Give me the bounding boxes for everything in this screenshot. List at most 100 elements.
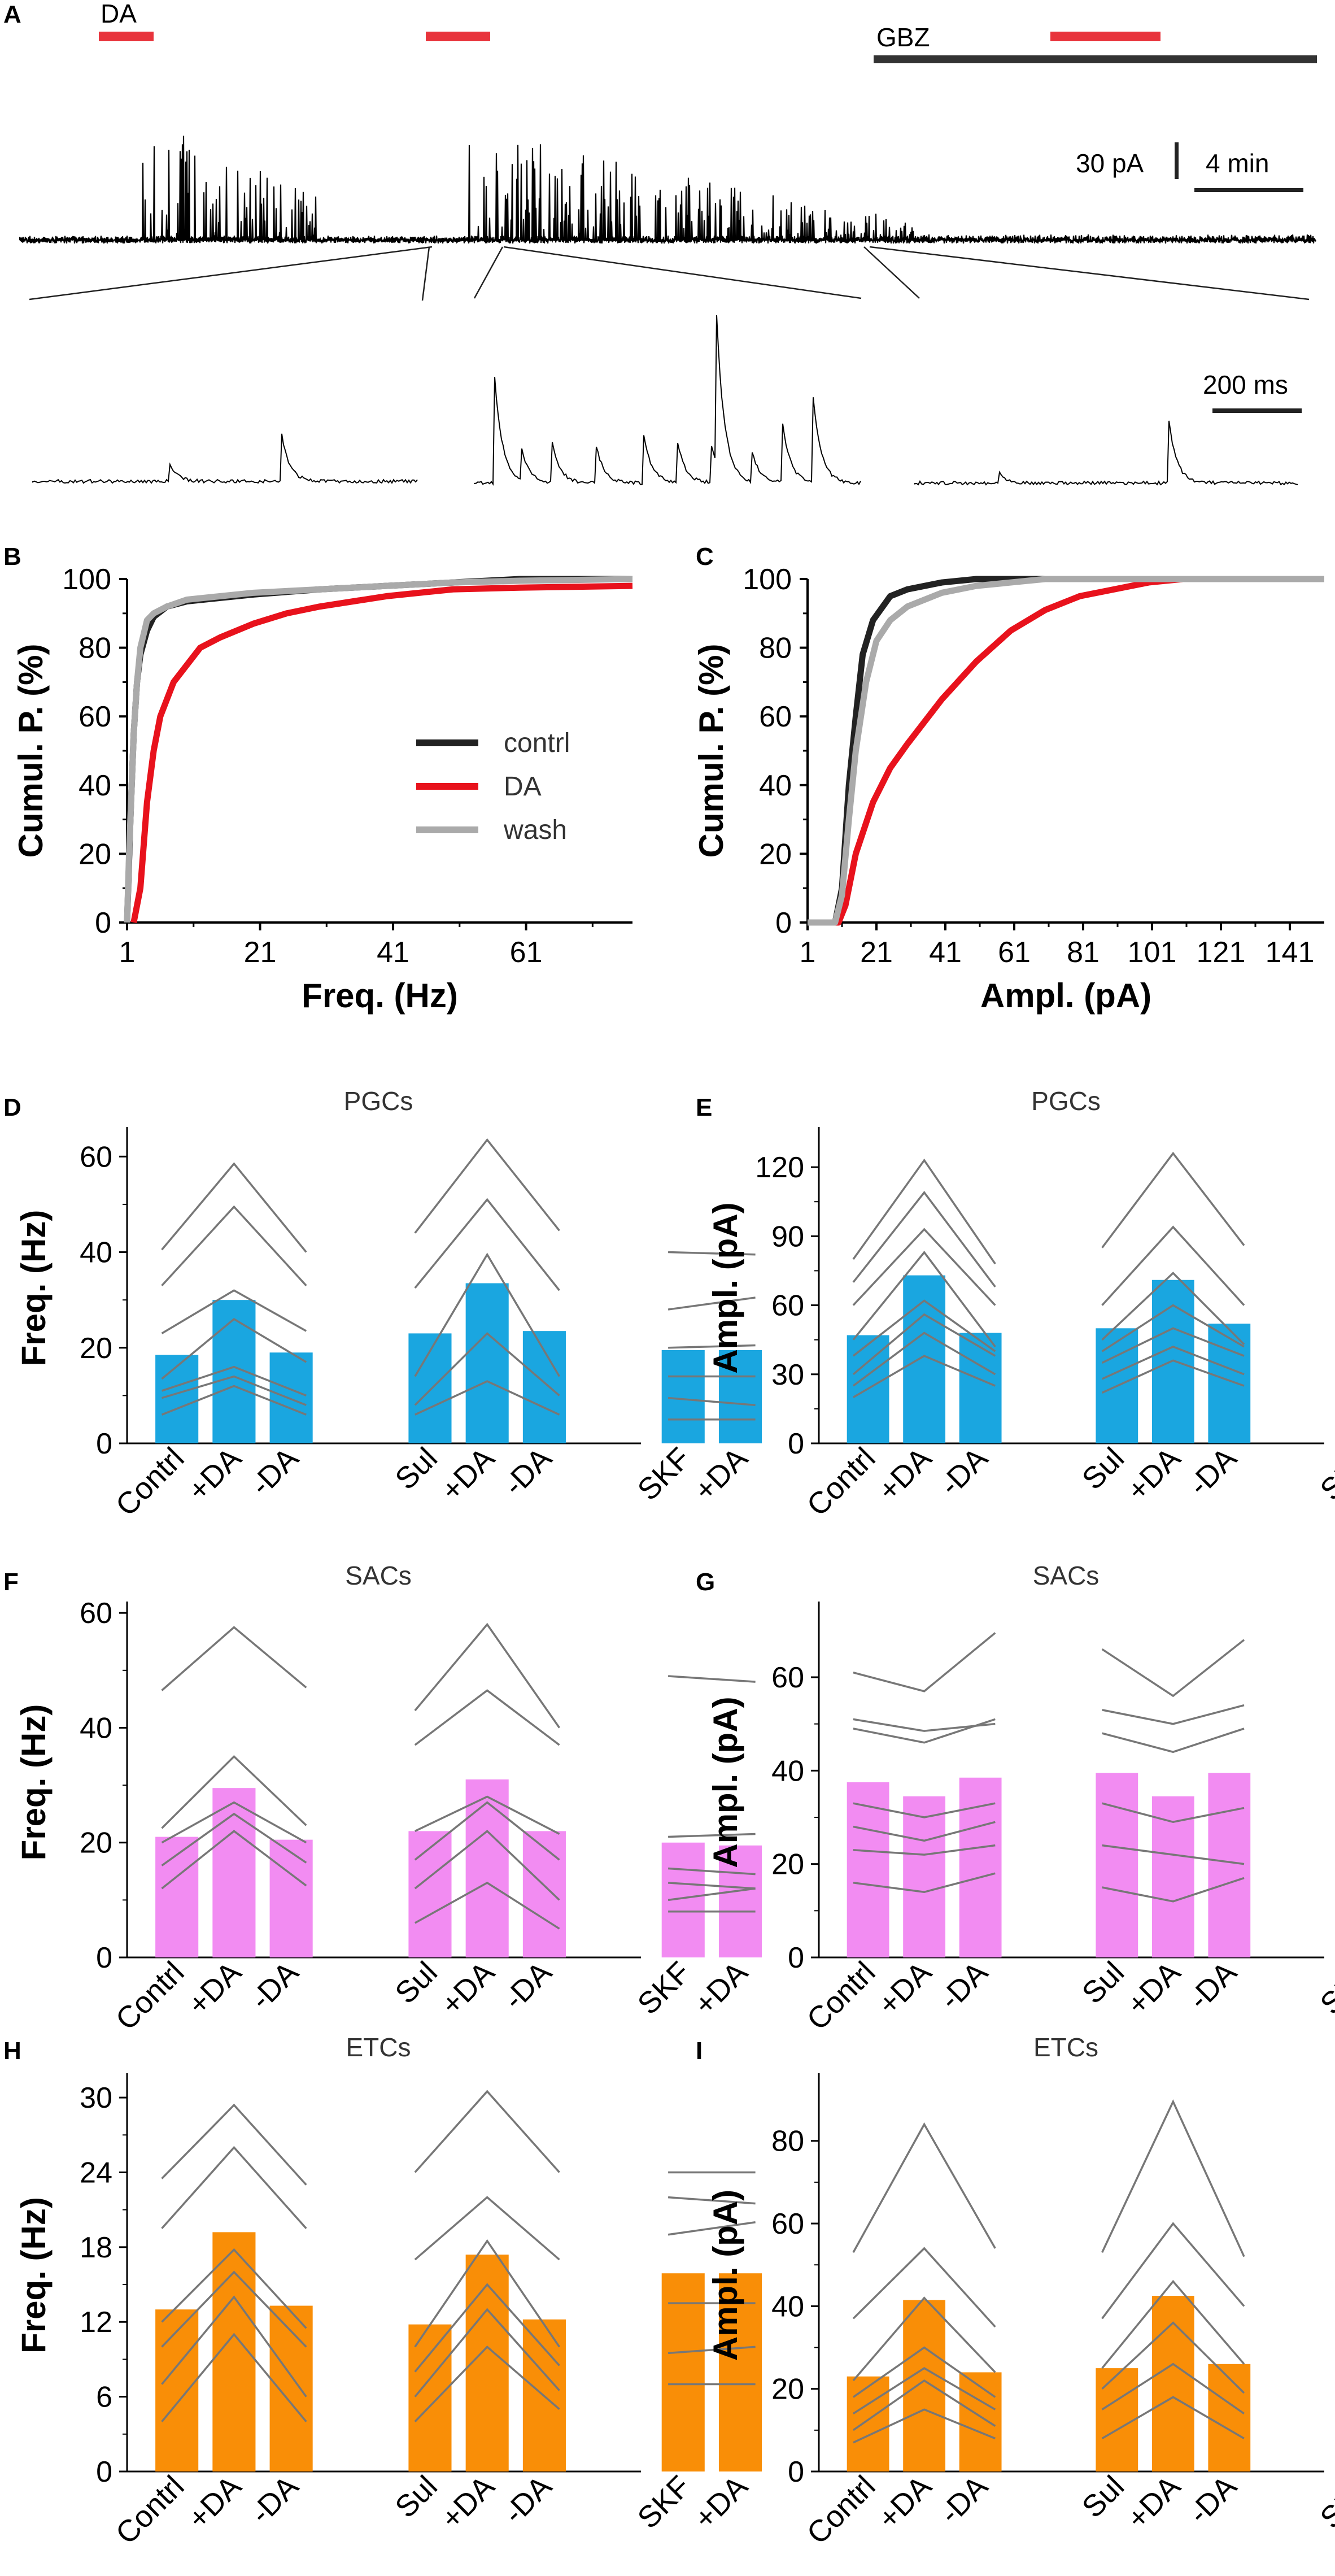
da-application-bar-2 <box>426 32 490 41</box>
panel-letter-g: G <box>696 1568 715 1596</box>
paired-cell-line <box>852 1251 996 1347</box>
scale-bar-vertical <box>1175 142 1179 179</box>
paired-cell-line <box>853 1718 996 1732</box>
category-label: -DA <box>933 1441 994 1502</box>
paired-cell-line <box>414 1830 560 1901</box>
y-tick-label: 120 <box>755 1151 804 1184</box>
zoom-lines <box>29 246 1310 301</box>
category-label: -DA <box>1182 2469 1243 2530</box>
x-tick-label: 101 <box>1128 936 1177 969</box>
category-label: Contrl <box>109 2469 190 2551</box>
category-label: +DA <box>1120 1441 1187 1508</box>
paired-cell-line <box>161 1162 307 1253</box>
x-tick-label: 41 <box>377 936 409 969</box>
paired-cell-line <box>852 1331 996 1387</box>
paired-cell-line <box>161 2146 307 2229</box>
bar-da-5 <box>522 1331 566 1443</box>
y-tick-label: 40 <box>771 2290 804 2323</box>
category-label: SKF <box>1314 1441 1335 1507</box>
category-label: +DA <box>688 2469 754 2536</box>
paired-cell-line <box>852 2296 996 2382</box>
x-tick-label: 61 <box>510 936 543 969</box>
paired-cell-line <box>1102 1704 1245 1725</box>
paired-cell-line <box>161 1365 307 1397</box>
scale-bar-horizontal <box>1194 188 1303 192</box>
expanded-trace-da <box>474 315 861 486</box>
category-label: +DA <box>871 2469 938 2536</box>
paired-cell-line <box>852 2367 996 2415</box>
category-label: Sul <box>389 1955 444 2011</box>
series-line-da <box>130 582 633 924</box>
paired-cell-line <box>414 1689 560 1746</box>
bar-contrl-0 <box>155 1355 199 1443</box>
paired-cell-line <box>852 1158 996 1265</box>
expanded-trace-gbz <box>914 420 1298 486</box>
paired-cell-line <box>414 2345 560 2422</box>
bar-contrl-0 <box>155 1837 199 1957</box>
paired-cell-line <box>1101 2362 1245 2415</box>
paired-cell-line <box>161 1830 307 1890</box>
y-tick-label: 20 <box>759 838 792 871</box>
y-tick-label: 60 <box>771 1661 804 1694</box>
bar-da-4 <box>1151 2296 1194 2471</box>
da-label: DA <box>101 0 137 28</box>
category-label: Contrl <box>109 1955 190 2037</box>
cell-type-title: SACs <box>1033 1561 1100 1590</box>
paired-cell-line <box>1101 1359 1245 1394</box>
y-tick-label: 40 <box>80 1712 112 1744</box>
paired-cell-line <box>1101 2099 1245 2257</box>
category-label: +DA <box>688 1955 754 2022</box>
paired-cell-line <box>415 1795 560 1835</box>
y-tick-label: 80 <box>78 632 111 665</box>
y-tick-label: 0 <box>788 1428 804 1460</box>
paired-cell-line <box>414 2283 560 2373</box>
category-label: SKF <box>631 1955 697 2021</box>
paired-cell-line <box>853 1821 996 1842</box>
paired-cell-line <box>1101 1151 1245 1248</box>
category-label: +DA <box>1120 2469 1187 2536</box>
paired-cell-line <box>161 2270 307 2348</box>
bar-contrl-0 <box>847 2376 889 2471</box>
bar-sul-3 <box>1096 2368 1138 2471</box>
x-tick-label: 41 <box>929 936 962 969</box>
bar-da-5 <box>522 1831 566 1957</box>
bar-da-1 <box>903 2300 946 2471</box>
paired-cell-line <box>668 1396 756 1407</box>
paired-cell-line <box>414 2196 560 2261</box>
y-tick-label: 0 <box>96 1428 112 1460</box>
category-label: SKF <box>631 1441 697 1507</box>
bar-skf-6 <box>661 1350 705 1443</box>
scale-expanded-label: 200 ms <box>1203 370 1288 399</box>
x-axis-title: Freq. (Hz) <box>302 977 458 1015</box>
category-label: Contrl <box>800 1955 882 2037</box>
paired-cell-line <box>853 1355 996 1399</box>
paired-cell-line <box>161 1317 307 1380</box>
y-tick-label: 18 <box>80 2231 112 2264</box>
paired-cell-line <box>161 2248 307 2329</box>
y-tick-label: 0 <box>95 907 111 939</box>
category-label: -DA <box>1182 1441 1243 1502</box>
category-label: -DA <box>497 2469 558 2530</box>
bar-da-7 <box>718 1845 762 1957</box>
chart-g-sac-amplitude: 0204060Contrl+DA-DASul+DA-DASKF+DASACsAm… <box>706 1561 1335 2037</box>
paired-cell-line <box>1101 1639 1245 1698</box>
bar-skf-6 <box>661 2273 705 2471</box>
bar-da-2 <box>959 1333 1002 1443</box>
y-tick-label: 60 <box>759 700 792 733</box>
series-line-wash <box>808 576 1324 926</box>
series-line-wash <box>124 576 633 923</box>
paired-cell-line <box>414 1138 560 1234</box>
paired-cell-line <box>414 1622 560 1729</box>
paired-cell-line <box>1101 1304 1245 1352</box>
category-label: Contrl <box>800 2469 882 2551</box>
paired-cell-line <box>161 2103 307 2186</box>
y-axis-title: Ampl. (pA) <box>706 2190 744 2361</box>
paired-cell-line <box>1102 1877 1245 1903</box>
paired-cell-line <box>852 1313 996 1376</box>
paired-cell-line <box>668 2221 756 2236</box>
bar-da-7 <box>718 2273 762 2471</box>
x-tick-label: 121 <box>1197 936 1246 969</box>
